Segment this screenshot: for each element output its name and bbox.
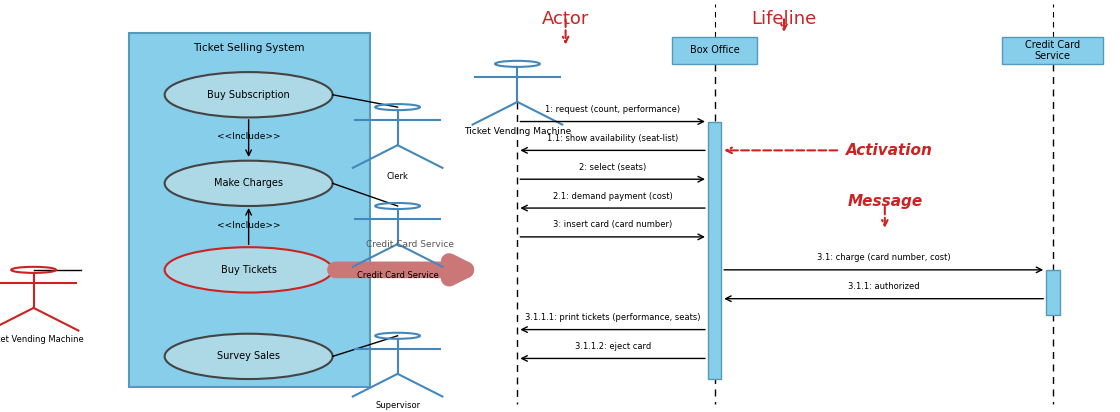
Text: Actor: Actor (542, 10, 589, 28)
Text: Clerk: Clerk (386, 172, 409, 181)
Text: Activation: Activation (846, 143, 933, 158)
Text: Message: Message (847, 194, 923, 208)
Text: <<Include>>: <<Include>> (217, 132, 280, 141)
Text: Buy Subscription: Buy Subscription (207, 90, 290, 100)
Text: 1.1: show availability (seat-list): 1.1: show availability (seat-list) (547, 134, 679, 143)
Text: 3.1.1.1: print tickets (performance, seats): 3.1.1.1: print tickets (performance, sea… (525, 313, 700, 322)
Text: Credit Card
Service: Credit Card Service (1025, 40, 1081, 61)
Text: Ticket Vending Machine: Ticket Vending Machine (0, 335, 84, 344)
Text: Credit Card Service: Credit Card Service (357, 271, 438, 280)
Ellipse shape (165, 72, 333, 117)
Ellipse shape (165, 334, 333, 379)
Text: Survey Sales: Survey Sales (217, 351, 280, 361)
Text: Lifeline: Lifeline (752, 10, 816, 28)
Bar (708, 122, 721, 379)
Text: Supervisor: Supervisor (375, 400, 420, 410)
Text: Box Office: Box Office (690, 45, 739, 56)
Ellipse shape (165, 247, 333, 293)
Text: Buy Tickets: Buy Tickets (221, 265, 277, 275)
Bar (1046, 270, 1060, 315)
Text: 3.1.1: authorized: 3.1.1: authorized (848, 282, 920, 291)
Bar (129, 33, 370, 387)
Text: 3: insert card (card number): 3: insert card (card number) (553, 220, 672, 229)
Text: 2.1: demand payment (cost): 2.1: demand payment (cost) (553, 192, 672, 201)
Text: Ticket Vending Machine: Ticket Vending Machine (464, 126, 571, 136)
Text: Credit Card Service: Credit Card Service (366, 240, 454, 249)
Text: 3.1.1.2: eject card: 3.1.1.2: eject card (575, 342, 651, 351)
Text: Ticket Selling System: Ticket Selling System (194, 43, 305, 53)
Text: Make Charges: Make Charges (214, 178, 283, 188)
Text: <<Include>>: <<Include>> (217, 221, 280, 230)
Ellipse shape (165, 161, 333, 206)
Text: 3.1: charge (card number, cost): 3.1: charge (card number, cost) (816, 253, 951, 262)
Bar (672, 37, 757, 64)
Text: 1: request (count, performance): 1: request (count, performance) (545, 105, 680, 114)
Text: 2: select (seats): 2: select (seats) (579, 163, 646, 172)
Bar (1002, 37, 1103, 64)
